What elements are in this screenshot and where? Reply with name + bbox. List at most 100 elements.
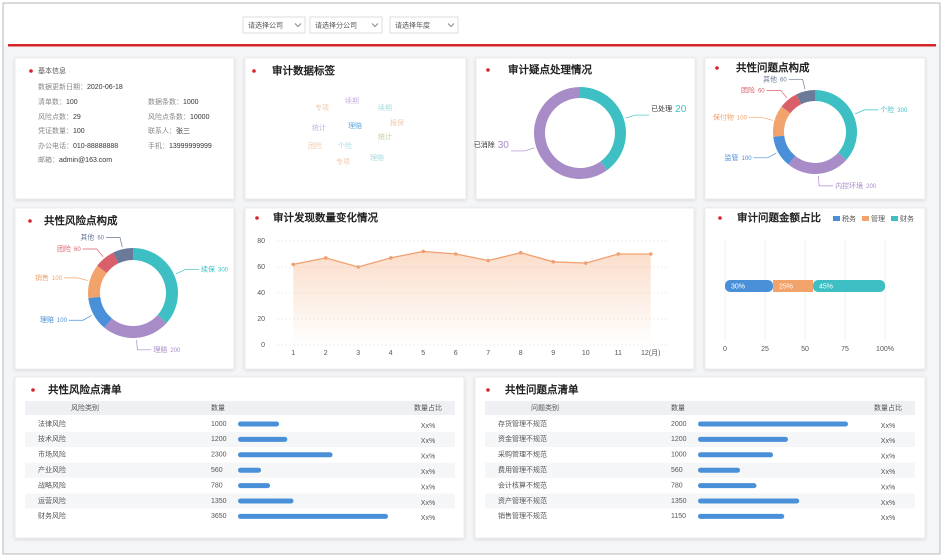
label-value: 100	[57, 318, 68, 324]
row-count: 1150	[671, 513, 686, 520]
bar-segment	[773, 280, 813, 292]
row-ratio: Xx%	[421, 484, 435, 491]
info-label: 联系人：	[148, 126, 176, 135]
label-name: 理赔	[153, 345, 167, 354]
line-point	[453, 252, 458, 256]
line-point	[323, 256, 328, 260]
row-name: 运营风险	[38, 496, 66, 505]
legend-swatch	[862, 216, 869, 221]
label-value: 100	[737, 115, 748, 121]
leader-line	[64, 277, 88, 281]
table-header	[485, 401, 915, 415]
column-header: 数量占比	[414, 403, 442, 412]
info-field: 办公电话：010-88888888	[38, 141, 118, 150]
info-value: 100	[73, 128, 85, 135]
title-dot	[718, 216, 722, 220]
row-count: 780	[211, 482, 223, 489]
row-count: 2000	[671, 421, 687, 428]
row-ratio: Xx%	[421, 438, 435, 445]
legend-label: 财务	[900, 214, 914, 223]
donut-label: 监管 100	[725, 153, 753, 162]
leader-line	[136, 339, 152, 351]
row-ratio: Xx%	[421, 454, 435, 461]
x-tick-label: 25	[761, 346, 769, 353]
filter-select[interactable]	[309, 16, 383, 34]
row-name: 技术风险	[38, 434, 66, 443]
line-point	[551, 260, 556, 264]
x-tick-label: 8	[519, 350, 523, 357]
filter-select[interactable]	[242, 16, 306, 34]
cloud-word: 理赔	[348, 121, 362, 130]
row-ratio: Xx%	[421, 423, 435, 430]
info-value: 1000	[183, 99, 199, 106]
y-tick-label: 80	[257, 238, 265, 245]
x-tick-label: 50	[801, 346, 809, 353]
line-point	[616, 252, 621, 256]
info-label: 数据条数：	[148, 97, 183, 106]
info-field: 数据条数：1000	[148, 97, 199, 106]
panel-title: 共性问题点构成	[736, 61, 810, 74]
panel	[14, 57, 235, 200]
donut-label: 团险 60	[57, 244, 81, 253]
column-header: 风险类别	[71, 403, 99, 412]
label-name: 其他	[80, 232, 94, 241]
row-name: 会计核算不规范	[498, 480, 547, 489]
title-dot	[252, 69, 256, 73]
panel-title: 共性问题点清单	[505, 383, 579, 396]
donut-segment	[580, 87, 627, 171]
cloud-word: 专项	[315, 103, 329, 112]
info-label: 风险点条数：	[148, 112, 190, 121]
count-bar	[238, 452, 333, 458]
leader-line	[788, 79, 806, 90]
title-dot	[28, 219, 32, 223]
line-path	[293, 250, 651, 268]
x-tick-label: 1	[291, 350, 295, 357]
donut-label: 保付物 100	[713, 113, 748, 122]
bar-label: 45%	[819, 283, 833, 290]
info-field: 手机：13999999999	[148, 141, 212, 150]
cloud-word: 续期	[345, 96, 359, 105]
info-field: 邮箱：admin@163.com	[38, 155, 112, 164]
row-name: 存货管理不规范	[498, 419, 547, 428]
legend-label: 税务	[842, 214, 856, 223]
row-count: 1200	[671, 436, 687, 443]
leader-line	[82, 248, 104, 257]
leader-line	[753, 152, 777, 159]
leader-line	[855, 109, 879, 115]
donut-label: 团险 60	[741, 85, 765, 94]
column-header: 问题类别	[531, 403, 559, 412]
label-value: 300	[218, 267, 229, 273]
x-tick-label: 7	[486, 350, 490, 357]
count-bar	[238, 483, 271, 489]
row-count: 2300	[211, 452, 227, 459]
line-point	[518, 250, 523, 255]
donut-segment	[113, 248, 133, 264]
title-dot	[715, 66, 719, 70]
legend-label: 管理	[871, 214, 885, 223]
row-count: 1350	[211, 498, 227, 505]
count-bar	[698, 421, 848, 427]
row-ratio: Xx%	[881, 469, 895, 476]
filter-select[interactable]	[389, 16, 459, 34]
x-tick-label: 9	[551, 350, 555, 357]
row-name: 费用管理不规范	[498, 465, 547, 474]
cloud-word: 专项	[336, 157, 350, 166]
row-name: 产业风险	[38, 465, 66, 474]
donut-label: 续保 300	[201, 265, 229, 274]
label-value: 100	[742, 155, 753, 161]
row-ratio: Xx%	[881, 515, 895, 522]
info-value: 010-88888888	[73, 143, 118, 150]
donut-segment	[97, 252, 119, 273]
count-bar	[238, 498, 294, 504]
line-point	[648, 252, 653, 256]
row-ratio: Xx%	[881, 438, 895, 445]
info-label: 办公电话：	[38, 141, 73, 150]
info-title: 基本信息	[38, 66, 66, 75]
label-value: 20	[675, 104, 687, 115]
label-value: 60	[780, 77, 787, 83]
row-name: 销售管理不规范	[498, 511, 547, 520]
cloud-word: 团险	[308, 141, 322, 150]
row-count: 1200	[211, 436, 227, 443]
info-label: 邮箱：	[38, 155, 59, 164]
